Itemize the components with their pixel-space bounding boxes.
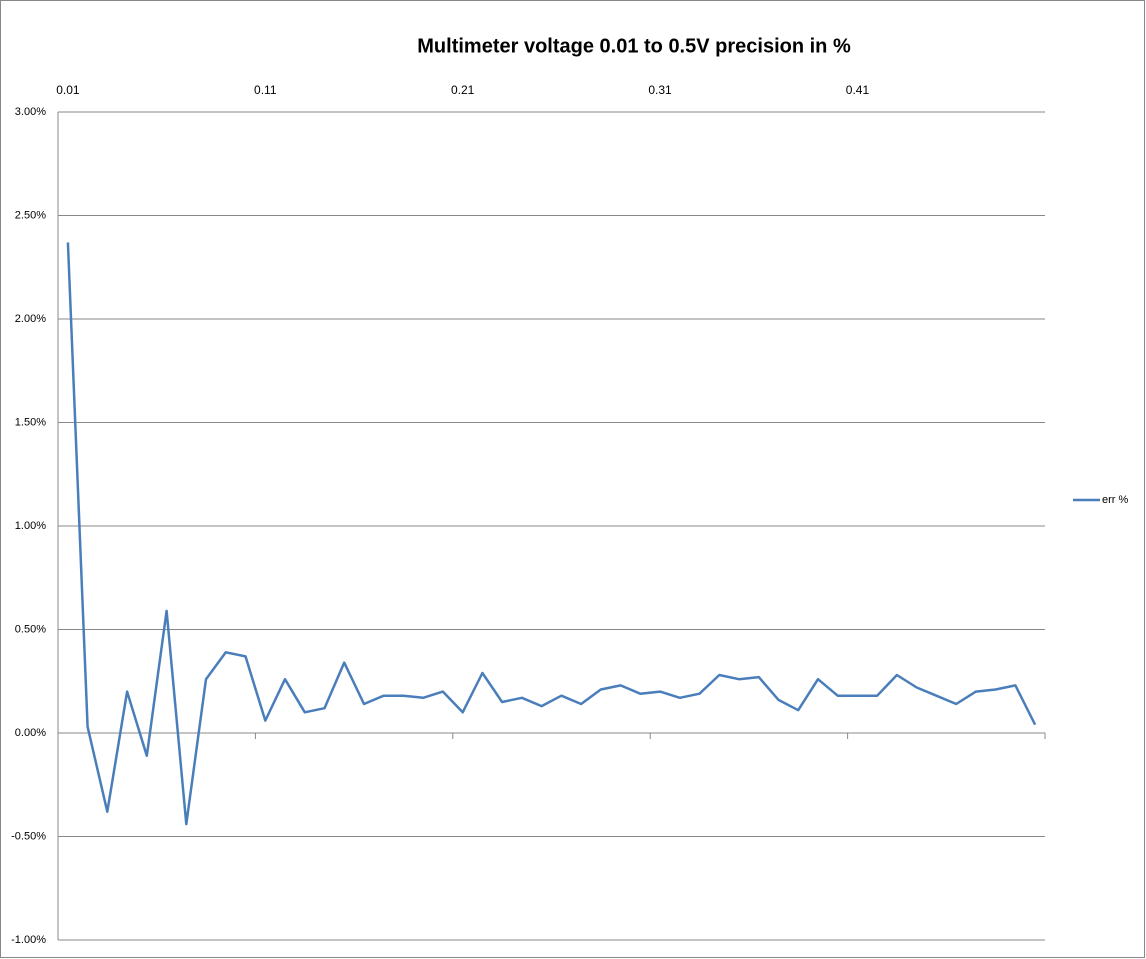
x-tick-label: 0.31 (648, 83, 672, 97)
y-tick-label: 0.50% (15, 623, 46, 635)
y-tick-label: 2.50% (15, 209, 46, 221)
y-tick-label: 1.50% (15, 416, 46, 428)
y-tick-label: 0.00% (15, 727, 46, 739)
x-tick-label: 0.41 (846, 83, 870, 97)
chart-title: Multimeter voltage 0.01 to 0.5V precisio… (417, 35, 851, 57)
y-tick-label: 3.00% (15, 106, 46, 118)
y-tick-label: -0.50% (11, 830, 46, 842)
x-tick-label: 0.21 (451, 83, 475, 97)
x-tick-label: 0.01 (56, 83, 80, 97)
data-line (66, 242, 1037, 826)
y-tick-label: 1.00% (15, 520, 46, 532)
y-tick-label: 2.00% (15, 313, 46, 325)
y-tick-label: -1.00% (11, 934, 46, 946)
legend-label: err % (1102, 494, 1129, 506)
x-tick-label: 0.11 (254, 83, 277, 97)
